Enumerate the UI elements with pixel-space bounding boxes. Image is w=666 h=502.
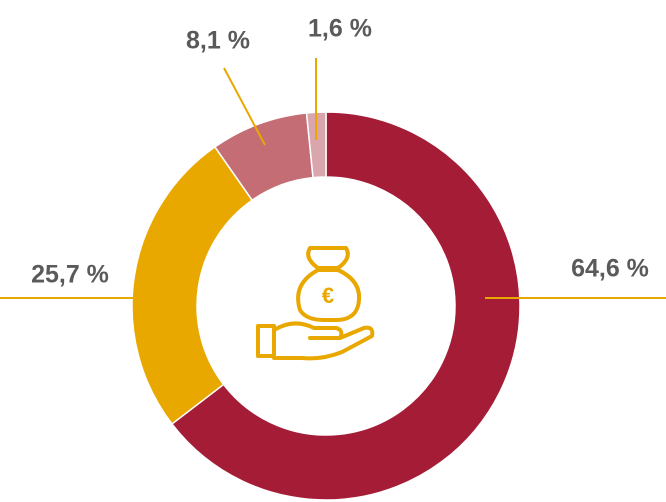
center-symbol: € — [322, 283, 334, 308]
center-icon — [256, 246, 375, 361]
leader-line — [223, 67, 266, 146]
donut-segment — [305, 111, 327, 179]
data-label: 64,6 % — [571, 255, 649, 283]
data-label: 25,7 % — [31, 261, 109, 289]
donut-segment — [131, 145, 254, 425]
data-label: 8,1 % — [186, 27, 250, 55]
data-label: 1,6 % — [308, 15, 372, 43]
donut-segment — [170, 111, 521, 501]
